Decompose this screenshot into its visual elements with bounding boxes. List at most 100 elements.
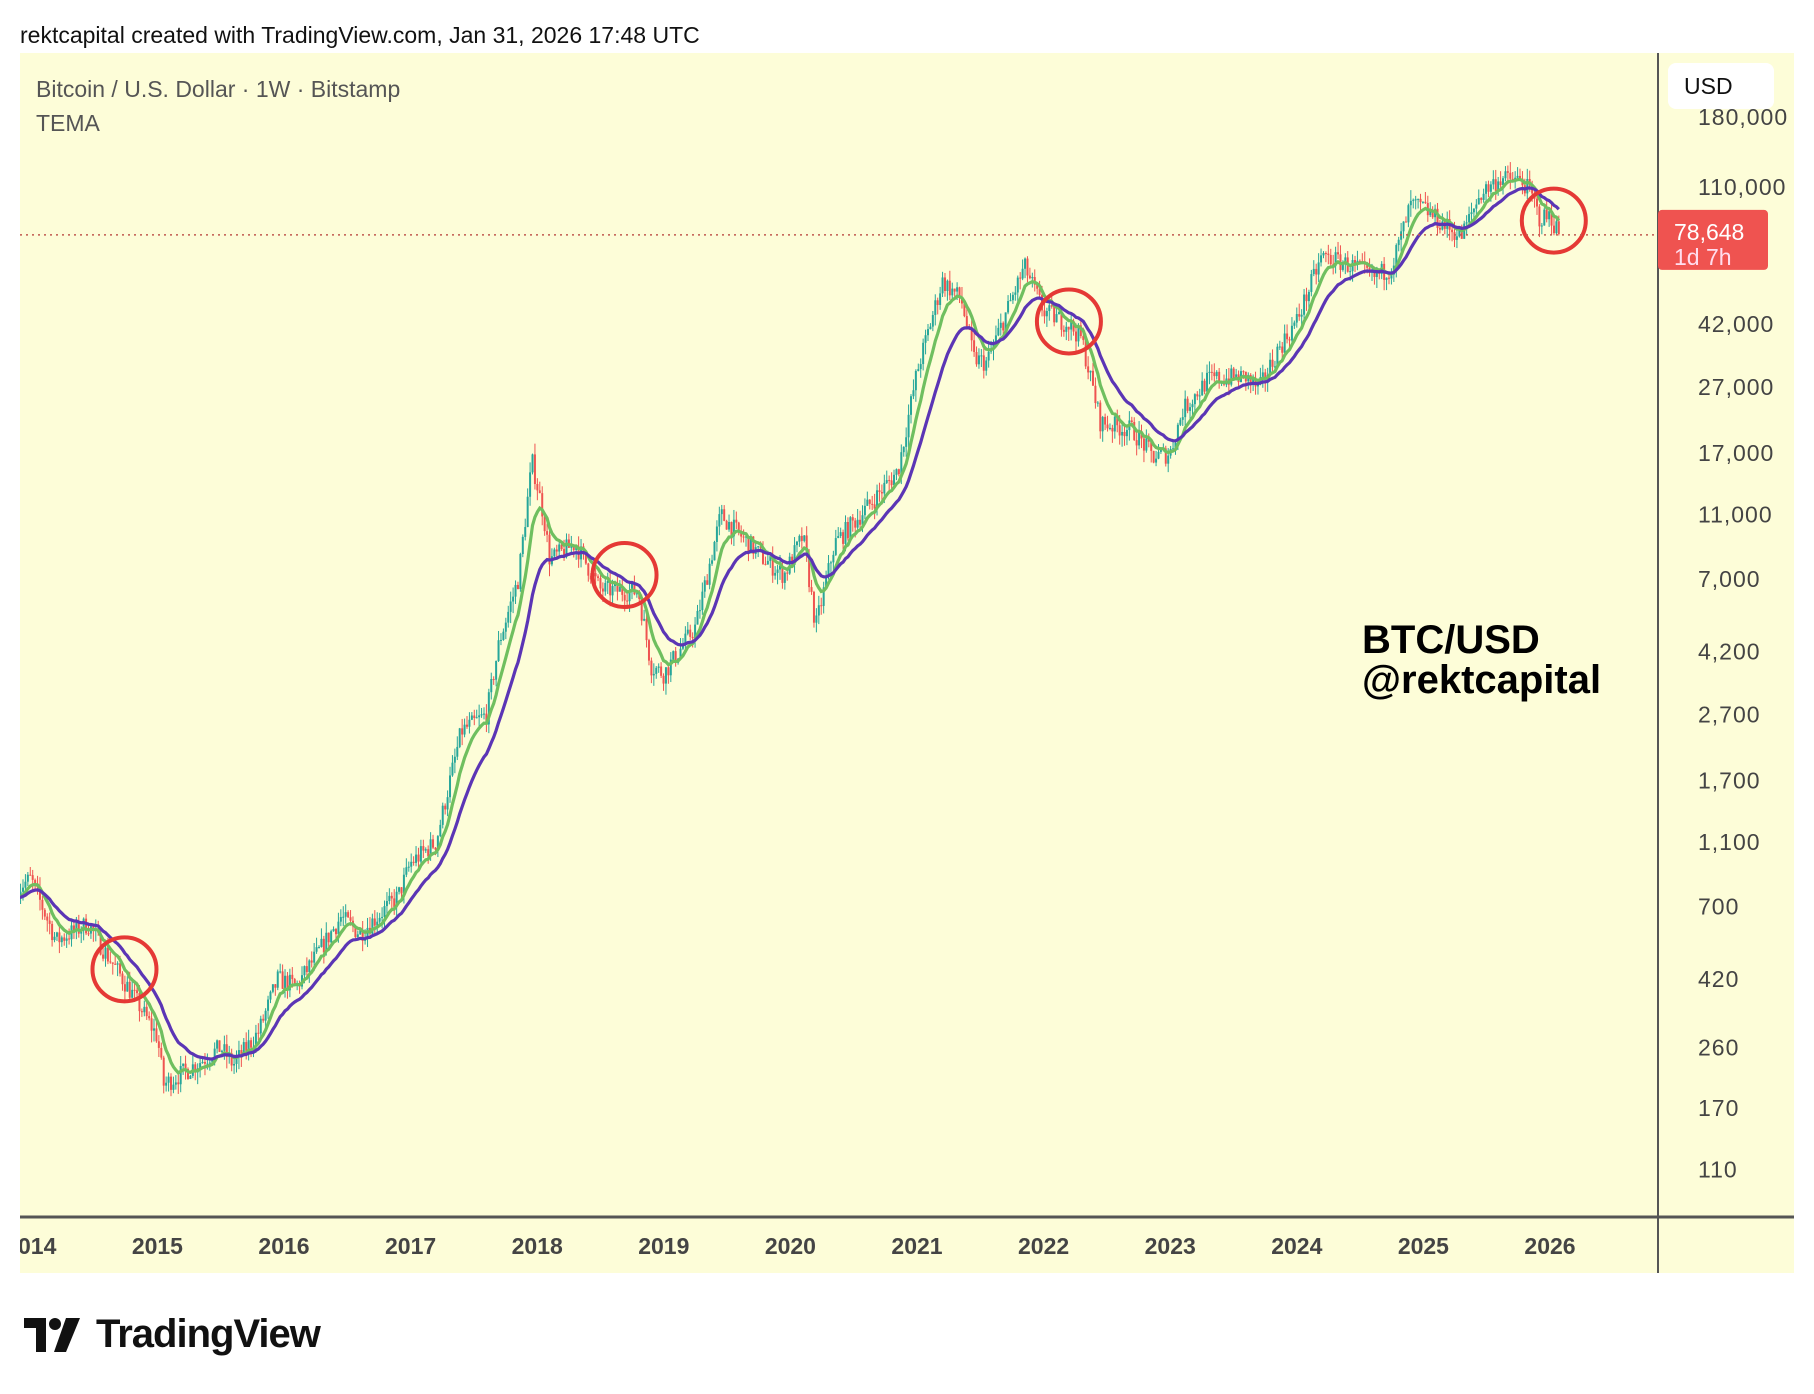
candle-body [1072, 320, 1075, 332]
candle-body [762, 548, 765, 564]
candle-body [788, 556, 791, 574]
annotation-circle [1519, 186, 1588, 255]
candle-body [1218, 371, 1221, 383]
candle-body [1465, 222, 1468, 224]
candle-body [63, 937, 66, 941]
candle-body [621, 586, 624, 595]
candle-body [55, 932, 58, 937]
candle-body [854, 520, 857, 528]
candle-body [259, 1018, 262, 1034]
candle-body [322, 938, 325, 953]
indicator-label[interactable]: TEMA [36, 110, 100, 136]
candle-body [599, 577, 602, 589]
candle-body [373, 918, 376, 926]
candle-body [288, 974, 291, 991]
candle-body [1349, 271, 1352, 273]
candle-body [199, 1063, 202, 1069]
candle-body [446, 797, 449, 810]
candle-body [1506, 171, 1509, 173]
candle-body [832, 554, 835, 563]
candle-body [182, 1063, 185, 1066]
candle-body [1191, 404, 1194, 408]
candle-body [572, 544, 575, 551]
candle-body [320, 938, 323, 947]
candle-body [186, 1068, 189, 1079]
candle-body [1050, 305, 1053, 307]
candle-body [526, 496, 529, 528]
candle-body [684, 633, 687, 645]
candle-body [434, 847, 437, 850]
candle-body [876, 490, 879, 509]
candle-body [994, 335, 997, 344]
candle-body [38, 887, 41, 900]
candle-body [948, 280, 951, 296]
candle-body [109, 961, 112, 963]
candle-body [305, 966, 308, 973]
candle-body [1113, 416, 1116, 432]
candle-body [587, 563, 590, 576]
candle-body [53, 936, 56, 941]
candle-body [216, 1040, 219, 1049]
candle-body [24, 881, 27, 888]
plot-area[interactable] [20, 162, 1658, 1097]
candle-body [1502, 178, 1505, 186]
candle-body [1087, 366, 1090, 373]
candle-body [1208, 371, 1211, 373]
currency-button[interactable]: USD [1668, 63, 1774, 109]
candle-body [21, 887, 24, 892]
candle-body [1290, 325, 1293, 341]
candle-body [538, 490, 541, 494]
candle-body [1438, 227, 1441, 230]
time-tick-label: 2022 [1018, 1233, 1069, 1259]
candle-body [1242, 371, 1245, 373]
candle-body [931, 314, 934, 327]
price-tick-label: 420 [1698, 966, 1739, 992]
candle-body [878, 490, 881, 493]
candle-body [114, 963, 117, 965]
candle-body [516, 584, 519, 590]
candle-body [1009, 300, 1012, 302]
candle-body [172, 1084, 175, 1090]
candle-body [247, 1040, 250, 1052]
candle-body [1286, 333, 1289, 340]
candle-body [1135, 440, 1138, 446]
candle-body [1045, 311, 1048, 317]
candle-body [1312, 268, 1315, 275]
candle-body [618, 586, 621, 592]
candle-body [895, 469, 898, 475]
candle-body [1215, 371, 1218, 377]
price-chart[interactable]: 180,000110,00042,00027,00017,00011,0007,… [20, 53, 1794, 1273]
candle-body [764, 563, 767, 565]
candle-body [766, 560, 769, 565]
chart-frame[interactable]: 180,000 110,000 42,000 27,000 17,000 11,000 7,… [20, 53, 1794, 1273]
price-tick-label: 17,000 [1698, 440, 1774, 466]
candle-body [189, 1075, 192, 1079]
candle-body [237, 1050, 240, 1058]
candle-body [660, 666, 663, 676]
candle-body [201, 1061, 204, 1064]
candle-body [546, 531, 549, 535]
candle-body [29, 874, 32, 876]
candle-body [652, 673, 655, 676]
tema-slow-line [20, 186, 1560, 1061]
candle-body [1409, 200, 1412, 206]
candle-body [555, 549, 558, 552]
candle-body [121, 973, 124, 985]
tradingview-logo[interactable]: TradingView [24, 1312, 321, 1357]
candle-body [453, 756, 456, 763]
candle-body [669, 659, 672, 676]
candle-body [104, 947, 107, 959]
candle-body [177, 1082, 180, 1085]
candle-body [264, 1010, 267, 1021]
candle-body [220, 1050, 223, 1052]
candle-body [584, 551, 587, 564]
candle-body [1538, 206, 1541, 227]
candle-body [907, 414, 910, 438]
candle-body [735, 519, 738, 523]
candle-body [1276, 346, 1279, 367]
candle-body [388, 895, 391, 902]
candle-body [711, 560, 714, 564]
candle-body [407, 866, 410, 868]
candle-body [1157, 451, 1160, 459]
candle-body [849, 517, 852, 539]
